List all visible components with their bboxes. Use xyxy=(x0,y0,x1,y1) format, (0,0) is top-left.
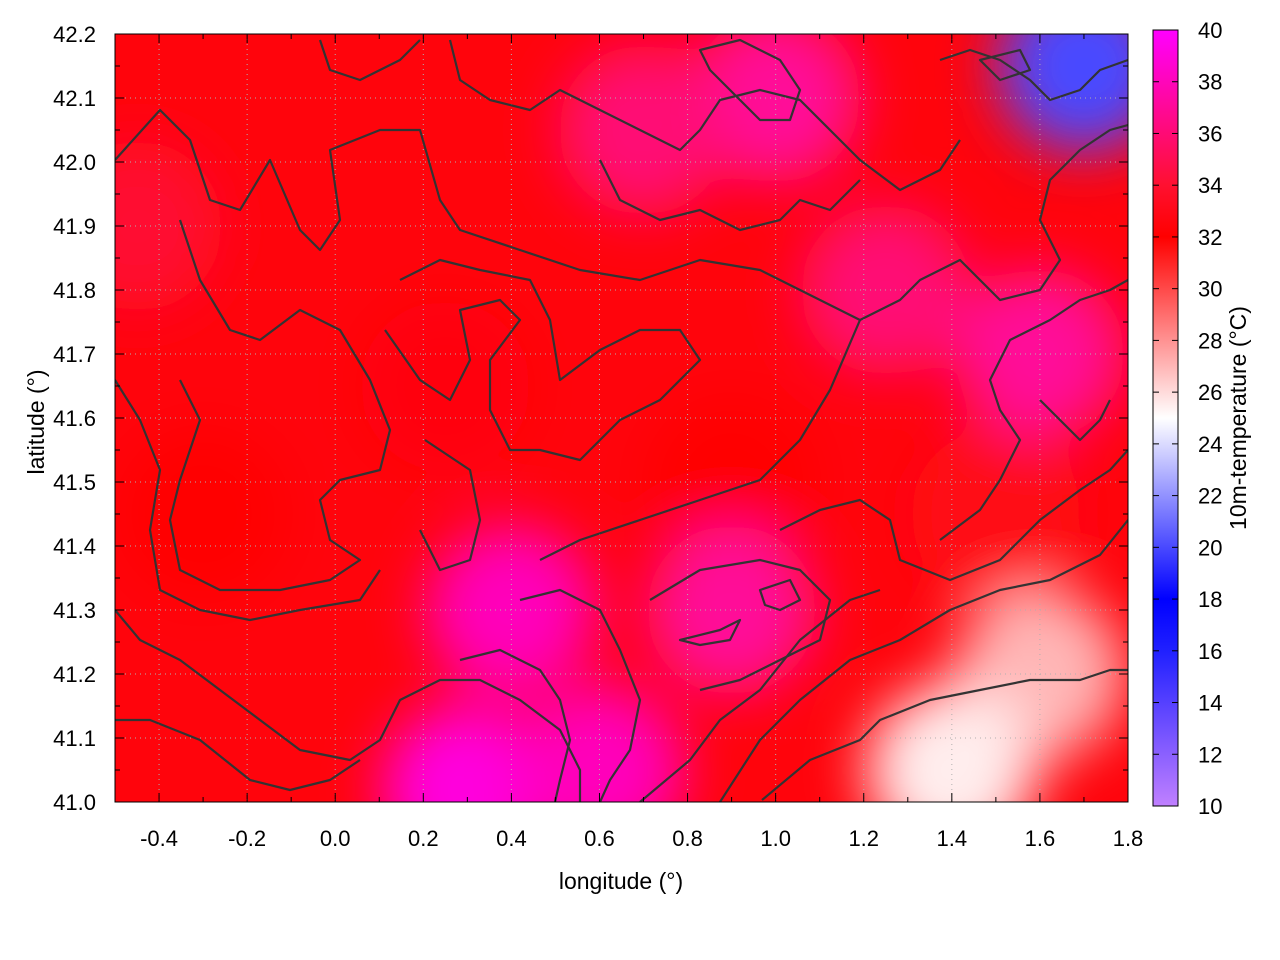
temperature-cell xyxy=(558,45,729,215)
contour-line xyxy=(599,159,861,232)
x-tick-label: 0.8 xyxy=(672,826,703,851)
temperature-cell xyxy=(866,685,1037,802)
contour-line xyxy=(939,279,1128,541)
y-tick-label: 41.2 xyxy=(53,662,96,687)
colorbar-tick-label: 22 xyxy=(1198,484,1222,509)
x-tick-label: 1.8 xyxy=(1113,826,1144,851)
contour-line xyxy=(459,648,572,802)
colorbar-tick-label: 40 xyxy=(1198,18,1222,43)
x-tick-label: 0.2 xyxy=(408,826,439,851)
temperature-cell xyxy=(690,34,861,183)
colorbar-gradient-bar xyxy=(1152,29,1179,807)
contour-line xyxy=(115,108,862,561)
colorbar-tick-label: 12 xyxy=(1198,742,1222,767)
colorbar-tick-label: 26 xyxy=(1198,380,1222,405)
colorbar-tick-label: 32 xyxy=(1198,225,1222,250)
y-tick-label: 41.4 xyxy=(53,534,96,559)
temperature-cell xyxy=(646,397,817,567)
contour-line xyxy=(115,609,582,802)
x-axis-tick-labels: -0.4 -0.2 0.0 0.2 0.4 0.6 0.8 1.0 1.2 1.4 1.6 1.8 xyxy=(140,826,1143,851)
colorbar-title: 10m-temperature (°C) xyxy=(1225,306,1251,530)
colorbar-tick-label: 18 xyxy=(1198,587,1222,612)
colorbar-tick-label: 34 xyxy=(1198,173,1222,198)
contour-line xyxy=(978,48,1032,82)
contour-line xyxy=(168,219,392,592)
contour-line xyxy=(1039,399,1111,442)
temperature-cell xyxy=(360,301,531,471)
temperature-cell xyxy=(910,429,1081,599)
colorbar-tick-label: 10 xyxy=(1198,794,1222,819)
contour-line xyxy=(649,558,832,692)
x-tick-label: 1.6 xyxy=(1025,826,1056,851)
x-tick-label: 1.4 xyxy=(937,826,968,851)
y-tick-label: 42.1 xyxy=(53,86,96,111)
x-tick-label: 0.0 xyxy=(320,826,351,851)
y-tick-label: 42.0 xyxy=(53,150,96,175)
contour-lines xyxy=(115,38,1128,802)
colorbar-tick-label: 36 xyxy=(1198,121,1222,146)
contour-line xyxy=(384,258,702,462)
contour-line xyxy=(719,519,1128,802)
x-tick-label: 1.2 xyxy=(848,826,879,851)
y-tick-label: 42.2 xyxy=(53,22,96,47)
y-tick-label: 41.7 xyxy=(53,342,96,367)
x-tick-label: 0.6 xyxy=(584,826,615,851)
y-tick-label: 41.6 xyxy=(53,406,96,431)
contour-line xyxy=(761,668,1128,801)
x-axis-title: longitude (°) xyxy=(559,868,683,894)
temperature-cell xyxy=(998,34,1128,151)
contour-line xyxy=(448,39,961,192)
x-tick-label: 1.0 xyxy=(760,826,791,851)
y-tick-label: 41.8 xyxy=(53,278,96,303)
contour-line xyxy=(115,718,361,792)
x-tick-label: -0.4 xyxy=(140,826,178,851)
temperature-cell xyxy=(514,685,685,802)
y-tick-label: 41.1 xyxy=(53,726,96,751)
x-tick-label: -0.2 xyxy=(228,826,266,851)
y-axis-title: latitude (°) xyxy=(23,369,49,474)
y-tick-label: 41.9 xyxy=(53,214,96,239)
colorbar-ticks xyxy=(1153,29,1178,807)
x-tick-label: 0.4 xyxy=(496,826,527,851)
colorbar-tick-labels: 10 12 14 16 18 20 22 24 26 28 30 32 34 36 38 40 xyxy=(1198,18,1222,819)
contour-line xyxy=(678,618,742,647)
colorbar-tick-label: 16 xyxy=(1198,639,1222,664)
contour-line xyxy=(939,48,1128,102)
contour-line xyxy=(419,439,482,572)
contour-line xyxy=(779,449,1128,582)
colorbar-tick-label: 30 xyxy=(1198,277,1222,302)
colorbar-tick-label: 20 xyxy=(1198,535,1222,560)
contour-line xyxy=(758,578,802,612)
y-axis-tick-labels: 41.0 41.1 41.2 41.3 41.4 41.5 41.6 41.7 41.8 41.9… xyxy=(53,22,96,815)
colorbar-tick-label: 24 xyxy=(1198,432,1222,457)
temperature-cell xyxy=(646,525,817,695)
y-tick-label: 41.5 xyxy=(53,470,96,495)
colorbar-tick-label: 38 xyxy=(1198,70,1222,95)
y-tick-label: 41.3 xyxy=(53,598,96,623)
colorbar: 10 12 14 16 18 20 22 24 26 28 30 32 34 36 38 40 xyxy=(1152,18,1222,819)
temperature-cell xyxy=(382,704,553,802)
colorbar-tick-label: 14 xyxy=(1198,691,1222,716)
plot-area xyxy=(115,34,1128,802)
axis-ticks xyxy=(115,33,1129,803)
y-tick-label: 41.0 xyxy=(53,790,96,815)
contour-line xyxy=(639,588,881,802)
contour-line xyxy=(859,123,1128,321)
contour-line xyxy=(115,379,381,622)
colorbar-tick-label: 28 xyxy=(1198,328,1222,353)
contour-line xyxy=(519,588,642,802)
temperature-cell xyxy=(118,429,289,599)
grid-lines xyxy=(115,34,1128,802)
contour-line xyxy=(698,38,802,122)
contour-line xyxy=(318,39,421,82)
